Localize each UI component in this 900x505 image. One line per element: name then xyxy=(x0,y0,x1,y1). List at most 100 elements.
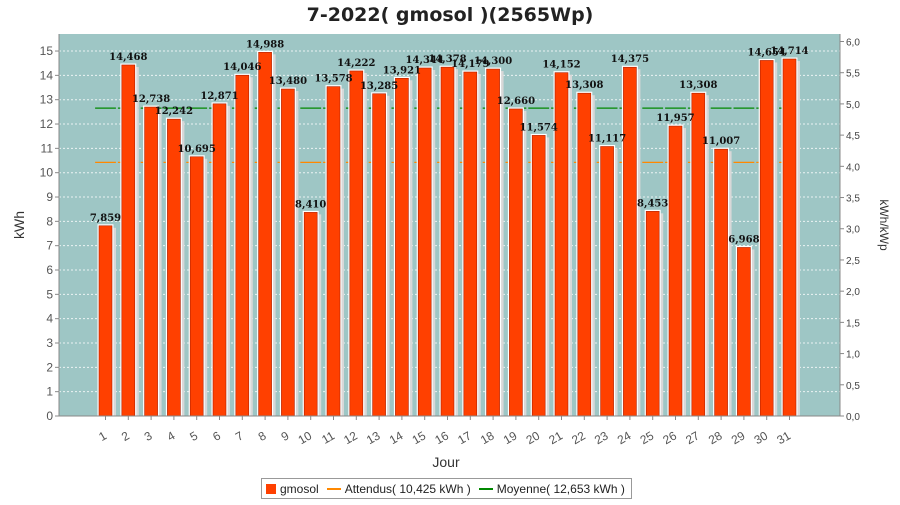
y-right-tick-label: 1,5 xyxy=(846,318,860,329)
x-tick-label: 11 xyxy=(319,428,337,447)
x-tick-label: 17 xyxy=(455,428,474,447)
data-label: 12,660 xyxy=(497,96,535,107)
y-axis-right-label: kWh/kWp xyxy=(877,199,891,251)
bar xyxy=(258,52,272,417)
data-label: 12,871 xyxy=(200,91,238,102)
bar xyxy=(189,156,204,417)
bar xyxy=(395,77,409,417)
y-axis-label: kWh xyxy=(11,211,27,239)
data-label: 8,453 xyxy=(637,198,668,209)
y-tick-label: 11 xyxy=(41,141,54,155)
legend-label-gmosol: gmosol xyxy=(280,481,319,496)
x-tick-label: 23 xyxy=(592,428,611,447)
y-right-tick-label: 2,0 xyxy=(846,287,860,298)
y-tick-label: 6 xyxy=(46,263,53,277)
y-right-tick-label: 0,0 xyxy=(846,412,860,423)
x-tick-label: 10 xyxy=(296,428,315,447)
legend-label-attendus: Attendus( 10,425 kWh ) xyxy=(344,481,471,496)
bar xyxy=(623,66,637,417)
x-tick-label: 12 xyxy=(341,428,360,447)
data-label: 13,308 xyxy=(565,80,603,91)
y-tick-label: 14 xyxy=(40,68,54,82)
y-right-tick-label: 5,0 xyxy=(846,100,860,111)
x-tick-label: 29 xyxy=(729,428,748,447)
bar xyxy=(372,93,386,417)
bar xyxy=(600,146,614,417)
bar xyxy=(759,60,774,417)
y-right-tick-label: 0,5 xyxy=(846,381,860,392)
data-label: 11,007 xyxy=(702,136,740,147)
y-tick-label: 0 xyxy=(46,409,53,423)
y-right-tick-label: 3,5 xyxy=(846,194,860,205)
x-tick-label: 2 xyxy=(119,428,132,444)
data-label: 14,468 xyxy=(109,52,147,63)
x-tick-label: 25 xyxy=(638,428,657,447)
data-label: 7,859 xyxy=(90,213,121,224)
x-tick-label: 19 xyxy=(501,428,520,447)
axes: 01234567891011121314150,00,51,01,52,02,5… xyxy=(40,34,860,447)
bar xyxy=(144,106,158,417)
bar xyxy=(281,88,295,417)
bar xyxy=(509,108,523,417)
x-tick-label: 16 xyxy=(432,428,451,447)
data-label: 14,222 xyxy=(337,58,375,69)
legend-label-moyenne: Moyenne( 12,653 kWh ) xyxy=(496,481,625,496)
y-tick-label: 13 xyxy=(40,93,54,107)
bar xyxy=(645,211,660,417)
data-label: 12,242 xyxy=(155,106,193,117)
x-tick-label: 13 xyxy=(364,428,383,447)
y-tick-label: 12 xyxy=(40,117,54,131)
y-tick-label: 10 xyxy=(40,166,54,180)
bar xyxy=(714,148,728,417)
y-right-tick-label: 6,0 xyxy=(846,37,860,48)
legend-swatch-gmosol xyxy=(266,483,276,494)
data-label: 14,179 xyxy=(451,59,489,70)
x-tick-label: 9 xyxy=(279,428,292,444)
chart-title: 7-2022( gmosol )(2565Wp) xyxy=(307,4,594,26)
data-label: 14,152 xyxy=(542,60,580,71)
y-tick-label: 1 xyxy=(46,385,53,399)
data-label: 6,968 xyxy=(728,234,759,245)
data-label: 14,375 xyxy=(611,54,649,65)
bar xyxy=(486,68,500,417)
bar xyxy=(463,71,478,417)
data-label: 12,738 xyxy=(132,94,170,105)
bar xyxy=(782,58,797,417)
data-label: 14,378 xyxy=(428,54,466,65)
y-tick-label: 15 xyxy=(40,44,54,58)
y-right-tick-label: 3,0 xyxy=(846,225,860,236)
data-label: 13,308 xyxy=(679,80,717,91)
x-tick-label: 8 xyxy=(256,428,269,444)
data-label: 14,344 xyxy=(406,55,444,66)
x-tick-label: 18 xyxy=(478,428,497,447)
x-tick-label: 30 xyxy=(752,428,771,447)
legend-swatch-attendus xyxy=(326,487,341,490)
bar xyxy=(531,135,546,417)
data-label: 13,578 xyxy=(314,74,352,85)
data-label: 14,714 xyxy=(770,46,808,57)
y-tick-label: 3 xyxy=(46,336,53,350)
data-label: 11,574 xyxy=(520,122,558,133)
bar xyxy=(98,225,113,417)
bars xyxy=(97,50,800,417)
y-tick-label: 8 xyxy=(46,214,53,228)
y-tick-label: 2 xyxy=(46,360,53,374)
x-axis-label: Jour xyxy=(432,454,460,470)
x-tick-label: 21 xyxy=(546,428,565,447)
y-tick-label: 7 xyxy=(46,239,53,253)
x-tick-label: 1 xyxy=(96,428,109,444)
x-tick-label: 26 xyxy=(660,428,679,447)
x-tick-label: 7 xyxy=(233,428,246,444)
y-right-tick-label: 5,5 xyxy=(846,69,860,80)
legend-item-moyenne: Moyenne( 12,653 kWh ) xyxy=(478,481,625,496)
y-right-tick-label: 1,0 xyxy=(846,350,860,361)
y-right-tick-label: 4,5 xyxy=(846,131,860,142)
data-label: 14,046 xyxy=(223,62,261,73)
y-tick-label: 5 xyxy=(46,287,53,301)
bar xyxy=(303,212,318,417)
bar xyxy=(121,64,136,417)
bar xyxy=(235,74,250,417)
legend-item-attendus: Attendus( 10,425 kWh ) xyxy=(326,481,471,496)
